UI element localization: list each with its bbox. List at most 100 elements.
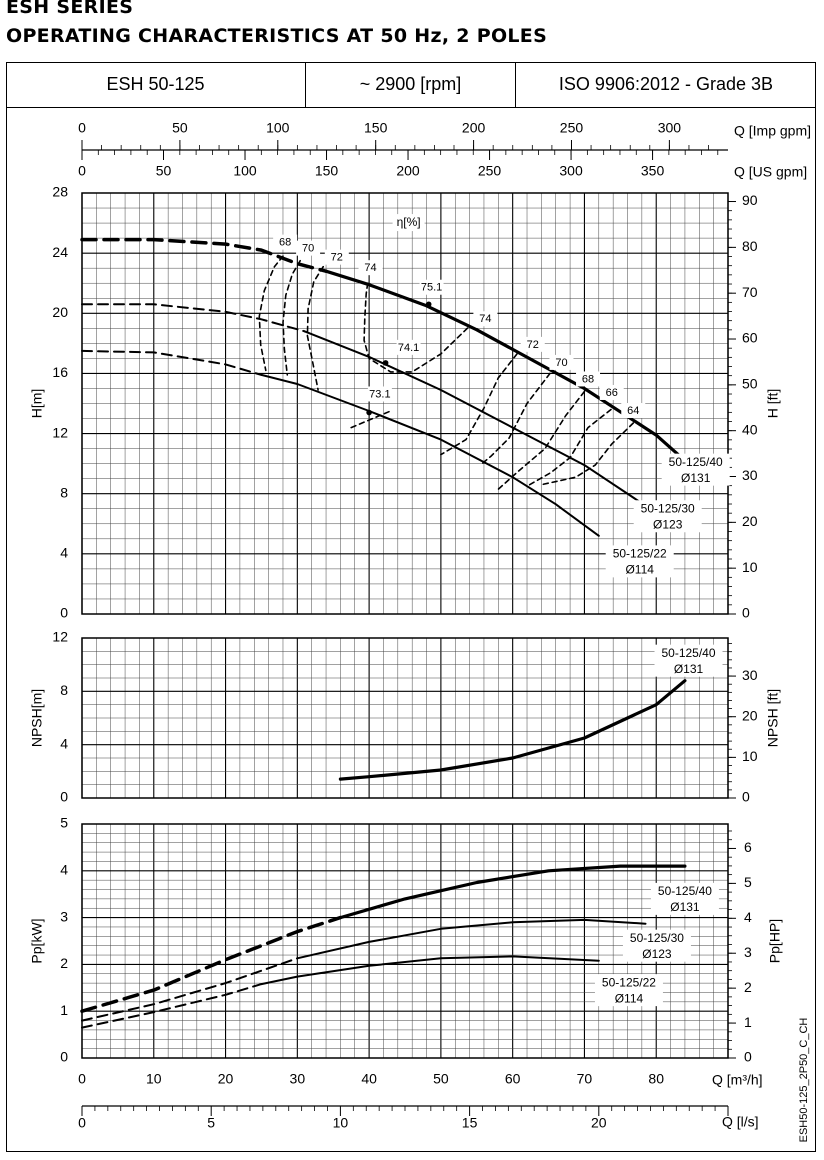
q-m3h-tick: 30 xyxy=(290,1071,306,1087)
q-m3h-tick: 80 xyxy=(648,1071,664,1087)
us-gpm-tick-label: 250 xyxy=(478,163,502,179)
q-ls-tick-label: 20 xyxy=(591,1115,607,1131)
power-curve xyxy=(260,955,600,986)
head-ft-label: H [ft] xyxy=(765,389,781,419)
efficiency-label: 74 xyxy=(364,262,376,274)
imp-gpm-tick-label: 0 xyxy=(78,120,86,136)
power-curve-label-name: 50-125/30 xyxy=(630,931,684,945)
head-ft-tick: 40 xyxy=(742,421,758,437)
efficiency-label-bg xyxy=(473,311,498,327)
power-curve-dashed xyxy=(81,957,299,1022)
page-subtitle: OPERATING CHARACTERISTICS AT 50 Hz, 2 PO… xyxy=(6,25,548,47)
efficiency-line xyxy=(258,255,284,372)
power-hp-tick: 4 xyxy=(744,909,752,925)
head-curve-label-name: 50-125/22 xyxy=(613,547,667,561)
efficiency-label: 70 xyxy=(555,357,567,369)
header-row: ESH 50-125 ~ 2900 [rpm] ISO 9906:2012 - … xyxy=(6,62,816,108)
series-title: ESH SERIES xyxy=(6,0,134,18)
head-curve-label-name: 50-125/30 xyxy=(641,501,695,515)
q-ls-tick-label: 0 xyxy=(78,1115,86,1131)
q-ls-axis-label: Q [l/s] xyxy=(722,1114,759,1130)
efficiency-label-bg xyxy=(273,234,298,250)
efficiency-label-bg xyxy=(576,371,601,387)
power-hp-label: Pp[HP] xyxy=(767,919,783,963)
head-curve-label-diameter: Ø123 xyxy=(653,517,683,531)
npsh-y-label: NPSH[m] xyxy=(29,689,45,747)
npsh-ft-tick: 0 xyxy=(742,789,750,805)
bep-point xyxy=(366,409,372,416)
q-ls-tick-label: 10 xyxy=(333,1115,349,1131)
head-curve-label-name: 50-125/40 xyxy=(669,455,723,469)
power-curve-label-bg xyxy=(650,882,719,915)
efficiency-label-bg xyxy=(520,336,545,352)
power-y-tick: 0 xyxy=(60,1049,68,1065)
head-ft-tick: 70 xyxy=(742,284,758,300)
head-curve-dashed xyxy=(81,349,263,376)
power-y-tick: 4 xyxy=(60,862,68,878)
side-code: ESH50-125_2P50_C_CH xyxy=(798,1018,810,1143)
efficiency-label: 68 xyxy=(582,373,594,385)
us-gpm-tick-label: 300 xyxy=(559,163,583,179)
q-m3h-tick: 0 xyxy=(78,1071,86,1087)
efficiency-label: 72 xyxy=(527,339,539,351)
us-gpm-tick-label: 150 xyxy=(315,163,339,179)
power-curve xyxy=(338,864,687,920)
us-gpm-tick-label: 350 xyxy=(641,163,665,179)
model-cell: ESH 50-125 xyxy=(6,62,306,107)
speed-cell: ~ 2900 [rpm] xyxy=(306,62,516,107)
q-m3h-tick: 20 xyxy=(218,1071,234,1087)
npsh-curve-label-bg xyxy=(654,644,723,677)
plot-border xyxy=(81,823,729,1059)
head-y-tick: 12 xyxy=(52,424,68,440)
standard-cell: ISO 9906:2012 - Grade 3B xyxy=(558,74,774,94)
head-ft-tick: 60 xyxy=(742,330,758,346)
efficiency-label-bg xyxy=(296,240,321,256)
us-gpm-tick-label: 50 xyxy=(156,163,172,179)
head-y-tick: 8 xyxy=(60,484,68,500)
npsh-y-tick: 0 xyxy=(60,789,68,805)
us-gpm-tick-label: 200 xyxy=(396,163,420,179)
npsh-ft-tick: 30 xyxy=(742,667,758,683)
npsh-y-tick: 12 xyxy=(52,629,68,645)
us-gpm-tick-label: 100 xyxy=(233,163,257,179)
efficiency-line xyxy=(363,282,470,373)
power-curve-dashed xyxy=(80,915,343,1013)
power-curve-label-diameter: Ø114 xyxy=(615,991,644,1005)
efficiency-label: 74 xyxy=(479,313,491,325)
imp-gpm-tick-label: 300 xyxy=(658,120,682,136)
power-hp-tick: 3 xyxy=(744,944,752,960)
efficiency-line xyxy=(306,265,324,391)
imp-gpm-tick-label: 250 xyxy=(560,120,584,136)
q-ls-tick-label: 5 xyxy=(207,1115,215,1131)
head-y-label: H[m] xyxy=(29,389,45,419)
plot-border xyxy=(81,637,729,799)
q-m3h-axis-label: Q [m³/h] xyxy=(712,1072,763,1088)
efficiency-label-bg xyxy=(358,260,383,276)
efficiency-line xyxy=(350,410,392,429)
efficiency-label-bg xyxy=(419,279,444,295)
head-curve-label-bg xyxy=(661,453,730,486)
head-curve-dashed xyxy=(81,303,306,333)
efficiency-label: 68 xyxy=(279,237,291,249)
efficiency-label: 73.1 xyxy=(369,388,390,400)
q-m3h-tick: 60 xyxy=(505,1071,521,1087)
imp-gpm-tick-label: 150 xyxy=(364,120,388,136)
head-y-tick: 24 xyxy=(52,244,68,260)
imp-gpm-tick-label: 100 xyxy=(266,120,290,136)
npsh-curve-label-name: 50-125/40 xyxy=(661,646,715,660)
head-curve-dashed xyxy=(80,237,328,273)
efficiency-label: 74.1 xyxy=(398,342,419,354)
q-m3h-tick: 70 xyxy=(577,1071,593,1087)
npsh-y-tick: 4 xyxy=(60,735,68,751)
q-m3h-tick: 50 xyxy=(433,1071,449,1087)
efficiency-label-bg xyxy=(549,354,574,370)
efficiency-label-bg xyxy=(396,339,421,355)
power-y-tick: 3 xyxy=(60,908,68,924)
npsh-ft-tick: 10 xyxy=(742,748,758,764)
head-curve-label-bg xyxy=(605,545,674,578)
head-curve-label-diameter: Ø114 xyxy=(625,563,654,577)
head-ft-tick: 90 xyxy=(742,192,758,208)
eta-label-bg xyxy=(392,214,425,232)
imp-gpm-tick-label: 200 xyxy=(462,120,486,136)
